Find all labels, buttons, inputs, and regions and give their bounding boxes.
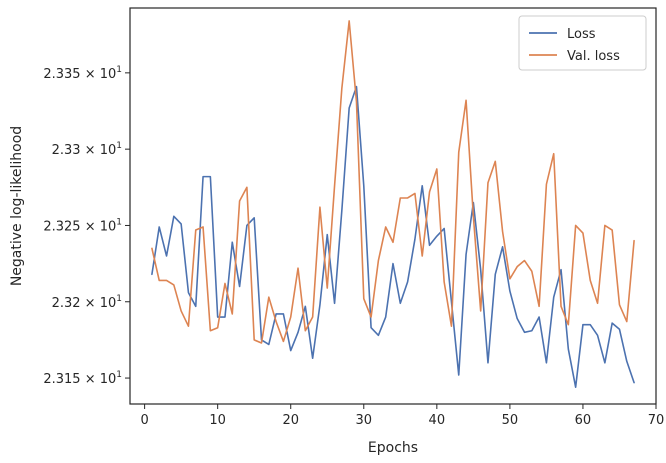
series-line-1 [151,85,635,389]
legend-label-2: Val. loss [567,49,620,64]
y-tick-label: 2.335 × 101 [43,65,122,82]
plot-area [151,20,635,389]
x-tick-label: 60 [575,413,592,428]
x-tick-label: 0 [140,413,148,428]
y-tick-label: 2.32 × 101 [52,294,122,311]
y-tick-label: 2.33 × 101 [52,141,122,158]
y-axis-label: Negative log-likelihood [9,126,25,286]
x-tick-label: 20 [282,413,299,428]
axes-frame [129,7,657,405]
x-tick-label: 40 [429,413,446,428]
legend: Loss Val. loss [518,15,647,71]
legend-label-1: Loss [567,27,596,42]
x-axis-label: Epochs [368,440,418,456]
x-tick-label: 10 [209,413,226,428]
series-line-2 [151,20,635,344]
axes: 0 10 20 30 40 50 60 70 2.315 × 101 2.32 × 101 2.32… [43,7,665,428]
legend-box [518,15,647,71]
x-tick-label: 30 [356,413,373,428]
y-tick-label: 2.315 × 101 [43,370,122,387]
y-tick-label: 2.325 × 101 [43,217,122,234]
x-tick-label: 70 [648,413,665,428]
x-tick-label: 50 [502,413,519,428]
